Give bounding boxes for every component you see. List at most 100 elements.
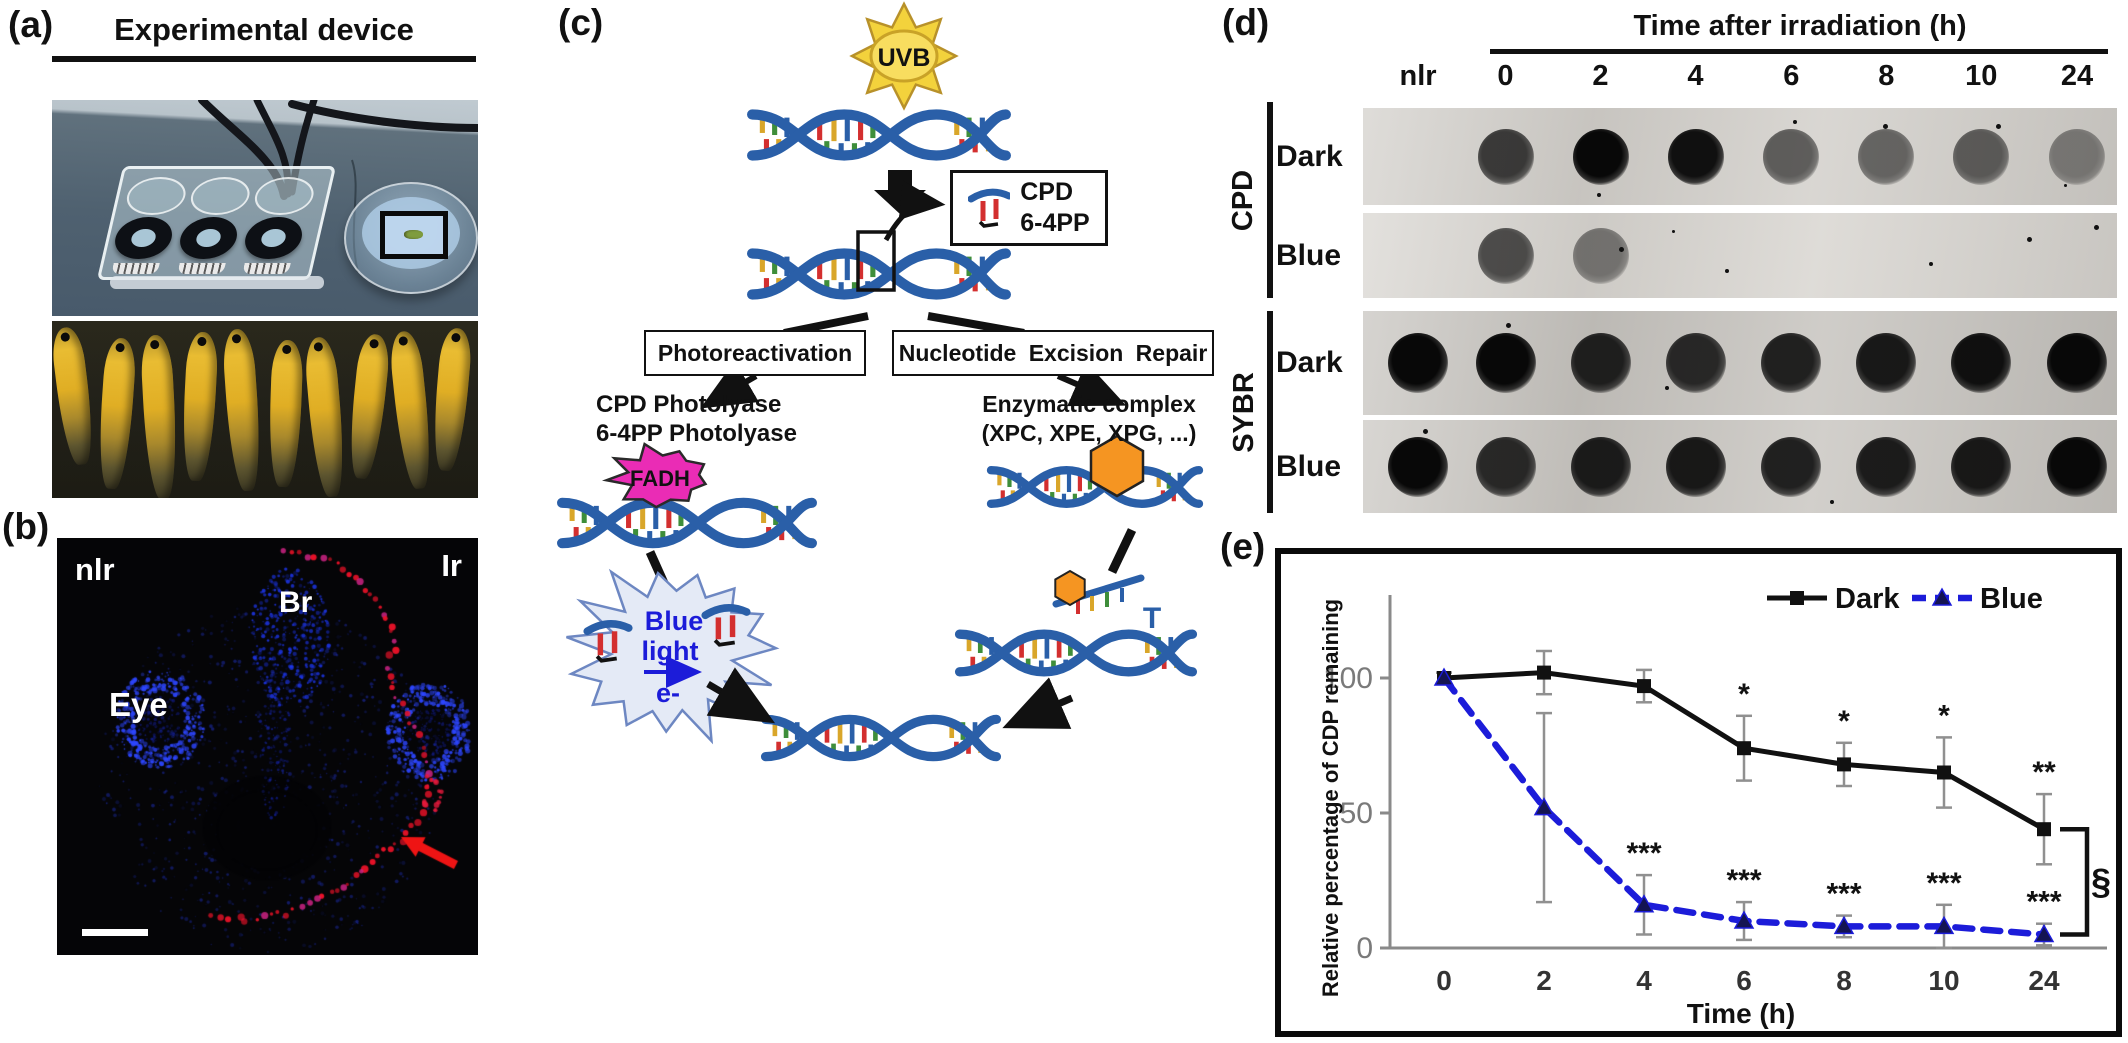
cpd-group-bar bbox=[1267, 102, 1273, 298]
blot-strip-sybr-blue bbox=[1363, 420, 2117, 513]
burst-text-1: Blue bbox=[645, 606, 704, 636]
blot-speck bbox=[1423, 429, 1429, 435]
curved-arrow-icon bbox=[883, 180, 946, 242]
dna-helix bbox=[752, 115, 1006, 156]
dna-helix-photolyase bbox=[562, 503, 812, 543]
led-strip bbox=[111, 263, 160, 274]
larva-fish bbox=[303, 335, 348, 498]
bracket-label: § bbox=[2091, 861, 2111, 902]
marker-square bbox=[1537, 665, 1551, 680]
lesion-line2: 6-4PP bbox=[1020, 209, 1090, 237]
blot-dot bbox=[1475, 333, 1536, 393]
blot-speck bbox=[1596, 193, 1601, 198]
legend-label: Dark bbox=[1835, 583, 1900, 615]
fadh-text: FADH bbox=[630, 466, 690, 491]
enzymatic-line1: Enzymatic complex bbox=[982, 391, 1196, 417]
time-column-label: 6 bbox=[1783, 60, 1800, 92]
excised-fragment-icon bbox=[1052, 569, 1145, 614]
blot-dot bbox=[1761, 333, 1822, 393]
blot-dot bbox=[1665, 333, 1726, 393]
marker-triangle bbox=[1433, 667, 1455, 686]
blot-speck bbox=[1928, 262, 1933, 267]
larva-in-dish bbox=[404, 230, 423, 239]
marker-triangle bbox=[2033, 923, 2055, 943]
device-photo bbox=[52, 100, 478, 316]
excised-base-text: T bbox=[1143, 602, 1161, 635]
repair-pathway-diagram: UVB FADH bbox=[556, 0, 1246, 800]
y-tick-label: 0 bbox=[1356, 932, 1373, 965]
converge-arrow-left bbox=[706, 667, 776, 724]
significance-label: *** bbox=[1626, 837, 1661, 870]
legend-marker bbox=[1931, 587, 1953, 606]
time-column-label: 24 bbox=[2060, 60, 2094, 92]
blot-speck bbox=[1672, 230, 1676, 233]
x-tick-label: 8 bbox=[1836, 965, 1852, 996]
lesion-line1: CPD bbox=[1020, 178, 1074, 206]
led-strip bbox=[242, 263, 291, 274]
panel-a-title: Experimental device bbox=[114, 12, 414, 47]
blot-speck bbox=[1664, 385, 1669, 390]
x-tick-label: 10 bbox=[1928, 965, 1959, 996]
enzymatic-complex-text: Enzymatic complex (XPC, XPE, XPG, ...) bbox=[958, 390, 1220, 448]
larva-fish bbox=[52, 325, 98, 467]
larva-fish bbox=[387, 329, 436, 491]
ner-box: Nucleotide Excision Repair bbox=[892, 330, 1214, 376]
time-column-label: 0 bbox=[1497, 60, 1514, 92]
significance-label: * bbox=[1938, 699, 1950, 732]
enzymatic-line2: (XPC, XPE, XPG, ...) bbox=[981, 420, 1197, 446]
significance-label: ** bbox=[2032, 756, 2056, 789]
legend-marker bbox=[1790, 591, 1804, 605]
blot-dot bbox=[1858, 128, 1915, 185]
well-led bbox=[110, 217, 177, 259]
time-column-label: 4 bbox=[1687, 60, 1704, 92]
panel-e-label: (e) bbox=[1220, 526, 1266, 567]
blot-speck bbox=[1883, 123, 1889, 129]
significance-label: *** bbox=[1926, 867, 1961, 900]
time-column-label: 10 bbox=[1965, 60, 1998, 92]
time-columns-header: nlr 0 2 4 6 8 10 24 bbox=[1363, 60, 2117, 96]
dna-helix-gap bbox=[960, 634, 1193, 672]
row-label-sybr-blue: Blue bbox=[1276, 449, 1342, 483]
uvb-text: UVB bbox=[878, 44, 931, 72]
larva-fish bbox=[95, 337, 138, 490]
x-tick-label: 24 bbox=[2028, 965, 2060, 996]
sybr-group-bar bbox=[1267, 311, 1273, 513]
nlr-label: nlr bbox=[75, 552, 115, 587]
blue-light-burst-icon: Blue light e- bbox=[566, 568, 780, 745]
ir-label: Ir bbox=[441, 548, 462, 583]
blot-dot bbox=[1477, 128, 1534, 185]
blot-dot bbox=[1388, 333, 1449, 393]
scale-bar bbox=[82, 929, 148, 936]
sybr-text: SYBR bbox=[1227, 371, 1260, 453]
photolyase-line2: 6-4PP Photolyase bbox=[596, 420, 797, 447]
blot-title-underline bbox=[1490, 49, 2108, 54]
photolyase-text: CPD Photolyase 6-4PP Photolyase bbox=[596, 390, 797, 448]
larva-fish bbox=[139, 334, 180, 498]
cpd-text: CPD bbox=[1227, 169, 1260, 231]
blot-dot bbox=[1477, 227, 1534, 284]
arrow-left-icon bbox=[700, 360, 759, 409]
marker-square bbox=[1637, 679, 1651, 694]
fluorescence-canvas bbox=[57, 538, 478, 955]
marker-square bbox=[2037, 822, 2051, 837]
marker-square bbox=[1737, 741, 1751, 756]
blot-dot bbox=[1953, 128, 2010, 185]
significance-label: *** bbox=[2026, 886, 2061, 919]
blot-dot bbox=[1570, 333, 1631, 393]
comparison-bracket bbox=[2060, 826, 2090, 937]
blot-dot bbox=[1570, 436, 1631, 497]
row-label-sybr-dark: Dark bbox=[1276, 346, 1343, 379]
enzyme-complex-icon bbox=[1089, 434, 1145, 498]
marker-square bbox=[1837, 757, 1851, 772]
burst-text-2: light bbox=[642, 636, 699, 666]
blot-dot bbox=[1667, 128, 1724, 185]
lesion-box: CPD 6-4PP bbox=[950, 170, 1108, 246]
marker-triangle bbox=[1733, 910, 1755, 929]
panel-b-label: (b) bbox=[2, 506, 50, 547]
brain-label: Br bbox=[279, 586, 313, 619]
well-led bbox=[240, 217, 307, 259]
blot-speck bbox=[1996, 123, 2002, 129]
connector-line bbox=[1107, 528, 1137, 574]
